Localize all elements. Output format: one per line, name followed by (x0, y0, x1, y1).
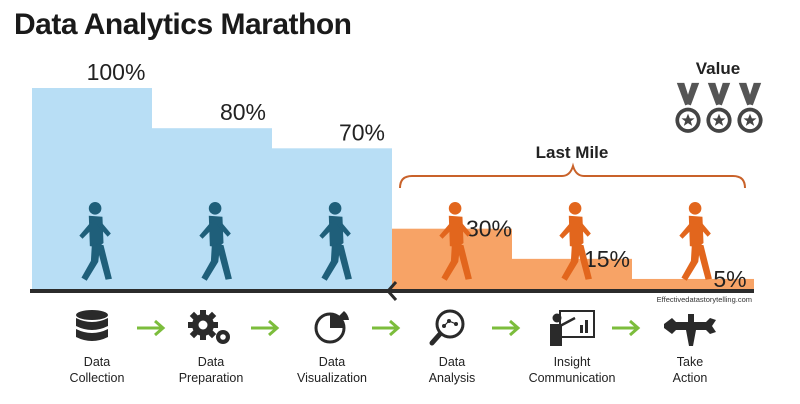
value-label: Value (696, 59, 740, 78)
stage-label-line2: Preparation (179, 371, 244, 385)
percent-label: 5% (713, 266, 746, 292)
stage-label-line2: Action (673, 371, 708, 385)
page-title: Data Analytics Marathon (14, 8, 352, 41)
flow-arrow-icon (492, 319, 521, 337)
divider-chevron-icon (385, 281, 398, 301)
magnifier-icon (429, 309, 465, 346)
stage-label-line1: Insight (554, 355, 591, 369)
flow-arrow-icon (372, 319, 401, 337)
flow-arrow-icon (251, 319, 280, 337)
stage-label-line1: Take (677, 355, 703, 369)
tools-icon (664, 314, 716, 346)
stage-label-line2: Collection (70, 371, 125, 385)
stage-label-line1: Data (84, 355, 110, 369)
percent-label: 70% (339, 119, 385, 145)
stage-label-line2: Analysis (429, 371, 476, 385)
stage-label-line2: Communication (529, 371, 616, 385)
last-mile-label: Last Mile (536, 143, 609, 162)
database-icon (76, 310, 108, 341)
percent-label: 80% (220, 99, 266, 125)
stage-label-line2: Visualization (297, 371, 367, 385)
baseline (30, 289, 754, 293)
percent-label: 30% (466, 216, 512, 242)
credit-text: Effectivedatastorytelling.com (657, 295, 752, 304)
presenter-icon (550, 310, 595, 346)
stage-label-line1: Data (198, 355, 224, 369)
step-bar (632, 278, 754, 289)
percent-label: 100% (87, 59, 146, 85)
medals-icon (675, 82, 763, 133)
flow-arrow-icon (612, 319, 641, 337)
gears-icon (188, 310, 230, 344)
percent-label: 15% (584, 246, 630, 272)
pie-chart-icon (314, 311, 349, 344)
stage-label-line1: Data (439, 355, 465, 369)
flow-arrow-icon (137, 319, 166, 337)
last-mile-bracket (399, 162, 746, 189)
stage-label-line1: Data (319, 355, 345, 369)
runner-icon (679, 202, 712, 281)
